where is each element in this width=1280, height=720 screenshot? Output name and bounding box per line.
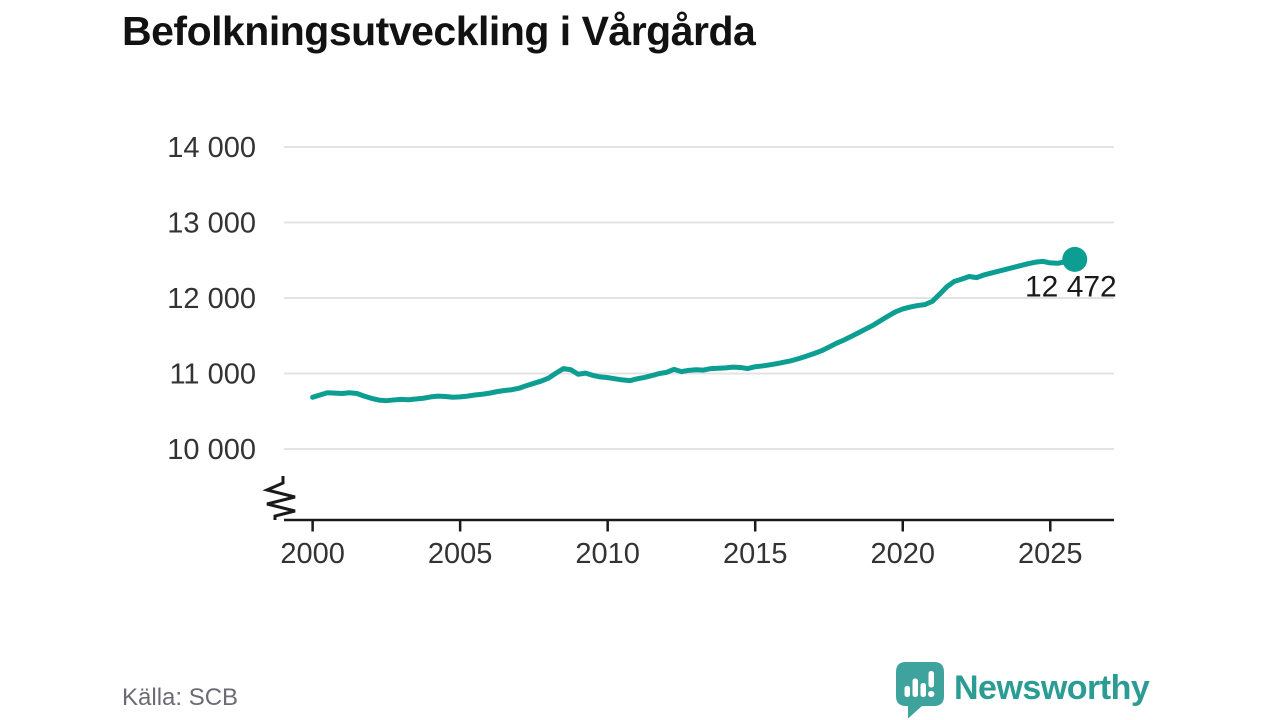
y-axis-label: 14 000	[167, 132, 256, 164]
latest-point-marker	[1062, 246, 1088, 272]
page-title: Befolkningsutveckling i Vårgårda	[122, 8, 756, 54]
x-axis-label: 2010	[575, 538, 640, 570]
source-note: Källa: SCB	[122, 684, 239, 711]
latest-value-label: 12 472	[1025, 270, 1117, 303]
y-axis-label: 12 000	[167, 283, 256, 315]
y-axis-label: 13 000	[167, 208, 256, 240]
y-axis-label: 11 000	[169, 359, 256, 391]
x-axis-label: 2000	[280, 538, 345, 570]
x-axis-label: 2005	[428, 538, 493, 570]
x-axis-label: 2020	[870, 538, 935, 570]
newsworthy-bubble-icon	[896, 662, 944, 719]
newsworthy-logo[interactable]: Newsworthy	[896, 662, 1150, 719]
x-axis-label: 2025	[1018, 538, 1083, 570]
newsworthy-logo-text: Newsworthy	[954, 668, 1150, 707]
axis-break-icon	[262, 476, 296, 520]
y-axis-label: 10 000	[167, 434, 256, 466]
population-line	[310, 258, 1078, 404]
x-axis-label: 2015	[723, 538, 788, 570]
